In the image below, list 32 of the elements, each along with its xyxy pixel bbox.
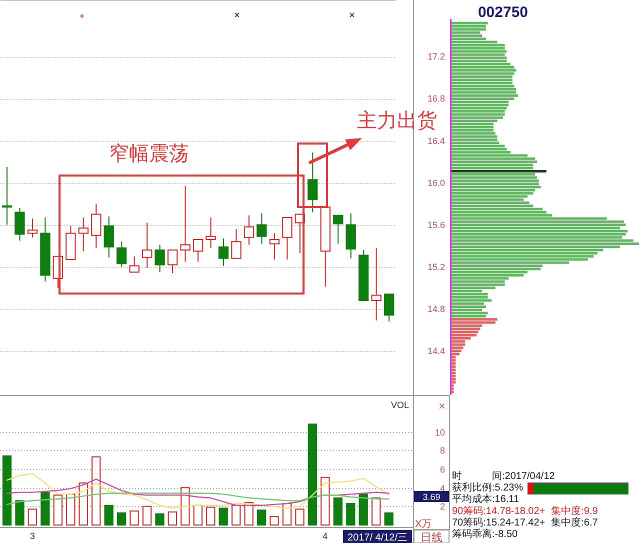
- y-tick-label: 10: [434, 428, 445, 438]
- x-tick-label: 3: [30, 531, 35, 541]
- text: 2017/ 4/12/三: [347, 532, 408, 543]
- text: 筹码乖离:-8.50: [452, 528, 518, 540]
- text: 时 间:2017/04/12: [452, 470, 556, 482]
- y-tick-label: 16.4: [427, 136, 445, 146]
- y-tick-label: 6: [440, 464, 445, 474]
- text: 集中度:9.9: [551, 505, 598, 517]
- text: 平均成本:16.11: [452, 493, 520, 505]
- text: 3.69: [422, 492, 440, 502]
- y-tick-label: 4: [440, 484, 445, 494]
- text: ×: [438, 399, 446, 413]
- text: 获利比例:: [452, 482, 495, 494]
- text: 90筹码:14.78-18.02+: [452, 505, 546, 517]
- y-tick-label: 15.6: [427, 220, 445, 230]
- text: 日线: [420, 531, 442, 543]
- y-tick-label: 16.8: [427, 94, 445, 104]
- text: 70筹码:15.24-17.42+: [452, 516, 546, 528]
- y-tick-label: 14.4: [427, 346, 445, 356]
- y-tick-label: 17.2: [427, 52, 445, 62]
- chart-title: VOL: [390, 400, 409, 410]
- annotation: 主力出货: [357, 109, 437, 132]
- y-axis-title: X万: [415, 519, 432, 530]
- y-tick-label: 15.2: [427, 262, 445, 272]
- y-tick-label: 2: [440, 502, 445, 512]
- y-tick-label: 8: [440, 446, 445, 456]
- annotation: 窄幅震荡: [109, 143, 189, 165]
- y-tick-label: 14.8: [427, 304, 445, 314]
- data-label: 5.23%: [494, 482, 524, 494]
- y-tick-label: 16.0: [427, 178, 445, 188]
- chart-title: 002750: [478, 4, 528, 21]
- text: 集中度:6.7: [551, 516, 598, 528]
